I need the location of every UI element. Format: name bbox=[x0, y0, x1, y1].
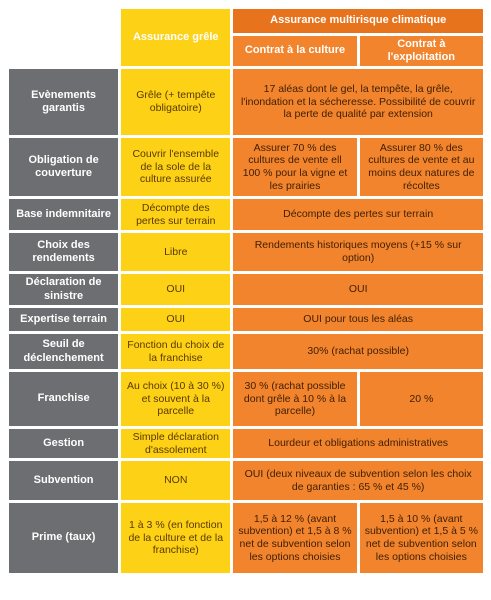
row-label: Base indemnitaire bbox=[9, 199, 119, 230]
grele-cell: Fonction du choix de la franchise bbox=[121, 334, 231, 369]
multirisque-cell: OUI (deux niveaux de subvention selon le… bbox=[233, 461, 483, 500]
row-label: Seuil de déclenchement bbox=[9, 334, 119, 369]
header-row: Contrat à la culture Contrat à l'exploit… bbox=[9, 36, 483, 66]
grele-cell: Simple déclaration d'assolement bbox=[121, 429, 231, 458]
grele-cell: Décompte des pertes sur terrain bbox=[121, 199, 231, 230]
table-row: Subvention NON OUI (deux niveaux de subven… bbox=[9, 461, 483, 500]
comparison-table: Assurance grêle Assurance multirisque cl… bbox=[6, 6, 486, 576]
header-multirisque: Assurance multirisque climatique bbox=[233, 9, 483, 33]
multirisque-cell: 30% (rachat possible) bbox=[233, 334, 483, 369]
grele-cell: OUI bbox=[121, 274, 231, 305]
empty-cell bbox=[9, 9, 119, 66]
table-row: Gestion Simple déclaration d'assolement Lo… bbox=[9, 429, 483, 458]
multirisque-cell: 1,5 à 10 % (avant subvention) et 1,5 à 5… bbox=[359, 503, 483, 573]
grele-cell: OUI bbox=[121, 308, 231, 331]
table-row: Déclaration de sinistre OUI OUI bbox=[9, 274, 483, 305]
row-label: Subvention bbox=[9, 461, 119, 500]
header-grele: Assurance grêle bbox=[121, 9, 231, 66]
grele-cell: Libre bbox=[121, 233, 231, 271]
multirisque-cell: Assurer 80 % des cultures de vente et au… bbox=[359, 138, 483, 196]
grele-cell: Couvrir l'ensemble de la sole de la cult… bbox=[121, 138, 231, 196]
row-label: Expertise terrain bbox=[9, 308, 119, 331]
table-row: Prime (taux) 1 à 3 % (en fonction de la c… bbox=[9, 503, 483, 573]
row-label: Obligation de couverture bbox=[9, 138, 119, 196]
header-culture: Contrat à la culture bbox=[233, 36, 357, 66]
multirisque-cell: Rendements historiques moyens (+15 % sur… bbox=[233, 233, 483, 271]
row-label: Prime (taux) bbox=[9, 503, 119, 573]
multirisque-cell: Décompte des pertes sur terrain bbox=[233, 199, 483, 230]
grele-cell: Grêle (+ tempête obligatoire) bbox=[121, 69, 231, 135]
table-row: Obligation de couverture Couvrir l'ensemb… bbox=[9, 138, 483, 196]
row-label: Evènements garantis bbox=[9, 69, 119, 135]
table-row: Expertise terrain OUI OUI pour tous les al… bbox=[9, 308, 483, 331]
row-label: Gestion bbox=[9, 429, 119, 458]
header-exploitation: Contrat à l'exploitation bbox=[359, 36, 483, 66]
grele-cell: NON bbox=[121, 461, 231, 500]
row-label: Choix des rendements bbox=[9, 233, 119, 271]
multirisque-cell: 20 % bbox=[359, 372, 483, 426]
multirisque-cell: 17 aléas dont le gel, la tempête, la grê… bbox=[233, 69, 483, 135]
grele-cell: 1 à 3 % (en fonction de la culture et de… bbox=[121, 503, 231, 573]
multirisque-cell: Assurer 70 % des cultures de vente ell 1… bbox=[233, 138, 357, 196]
row-label: Déclaration de sinistre bbox=[9, 274, 119, 305]
grele-cell: Au choix (10 à 30 %) et souvent à la par… bbox=[121, 372, 231, 426]
table-row: Franchise Au choix (10 à 30 %) et souvent… bbox=[9, 372, 483, 426]
multirisque-cell: 30 % (rachat possible dont grêle à 10 % … bbox=[233, 372, 357, 426]
table-row: Choix des rendements Libre Rendements hist… bbox=[9, 233, 483, 271]
multirisque-cell: Lourdeur et obligations administratives bbox=[233, 429, 483, 458]
row-label: Franchise bbox=[9, 372, 119, 426]
header-row: Assurance grêle Assurance multirisque cl… bbox=[9, 9, 483, 66]
multirisque-cell: OUI bbox=[233, 274, 483, 305]
table-row: Evènements garantis Grêle (+ tempête obli… bbox=[9, 69, 483, 135]
multirisque-cell: OUI pour tous les aléas bbox=[233, 308, 483, 331]
table-row: Seuil de déclenchement Fonction du choix … bbox=[9, 334, 483, 369]
multirisque-cell: 1,5 à 12 % (avant subvention) et 1,5 à 8… bbox=[233, 503, 357, 573]
table-row: Base indemnitaire Décompte des pertes sur… bbox=[9, 199, 483, 230]
